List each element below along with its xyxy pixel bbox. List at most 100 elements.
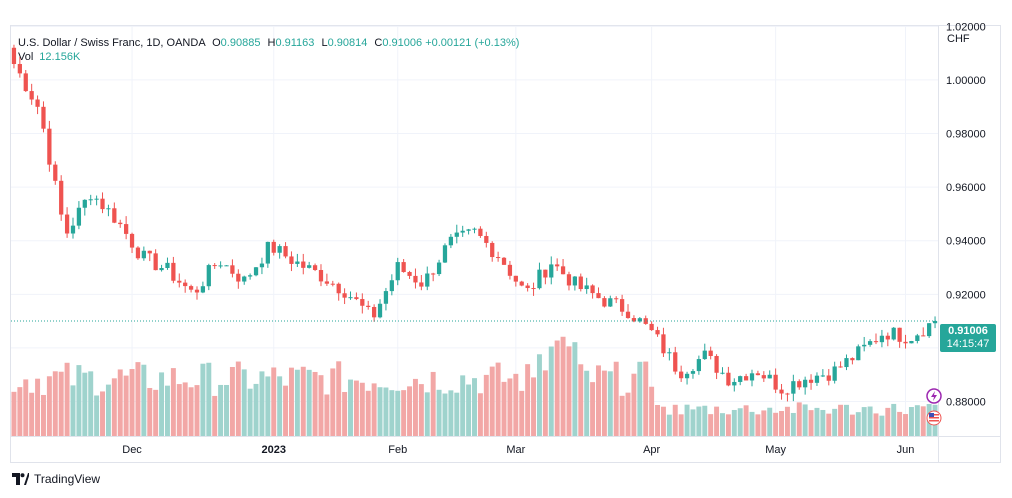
candle [82,199,87,216]
candle-body [631,318,637,322]
candle-body [348,297,353,299]
event-icons[interactable] [926,387,942,431]
us-flag-event-icon[interactable] [926,410,942,426]
candle-body [259,263,265,268]
candle [714,354,719,380]
candle [696,355,701,375]
volume-bar [596,365,601,436]
volume-bar [708,414,714,436]
candle [153,249,158,271]
candle [596,287,601,299]
candle [112,202,117,224]
footer: TradingView [12,472,100,486]
candle [295,253,300,268]
candle [466,228,471,235]
volume-bar [814,407,820,436]
candle-body [218,265,223,267]
volume-bar [206,362,212,436]
candle-body [141,250,146,259]
volume-bar [507,378,513,436]
volume-bar [749,411,755,436]
volume-bar [141,364,147,436]
candle-body [94,198,99,200]
candle [348,291,353,300]
candle-body [779,389,784,394]
volume-bar [601,370,607,436]
candle [171,256,176,284]
volume-bar [100,391,105,436]
candle-body [525,285,530,289]
candle [59,175,64,221]
candle-body [425,273,430,287]
candle-body [177,280,182,283]
candle-body [495,257,501,259]
candle-body [637,318,642,322]
candle [702,343,707,360]
volume-bar [229,366,235,436]
candle-body [625,311,631,319]
candle [35,95,40,115]
candle-body [377,303,383,318]
candle [460,225,465,237]
candle-body [354,297,359,300]
candle-body [767,374,772,379]
candle-body [684,373,690,379]
candle [584,277,589,294]
volume-bar [105,384,111,436]
currency-label: CHF [947,33,970,45]
candle-body [566,274,572,286]
candle [448,233,454,249]
candle [555,258,560,271]
volume-bar [631,373,637,436]
candle-body [295,261,300,264]
candle-body [838,366,843,368]
candle-body [903,341,908,344]
candle [212,263,217,269]
tradingview-brand[interactable]: TradingView [34,472,101,486]
volume-bar [40,394,46,436]
volume-bar [472,378,477,436]
candle-body [248,275,253,277]
candle [566,271,572,291]
volume-bar [395,390,401,436]
candle [454,224,459,244]
candle [749,369,755,387]
candle [330,280,335,287]
candle-body [560,266,566,275]
volume-bar [655,404,661,436]
last-price-tag: 0.91006 14:15:47 [940,324,996,352]
candle-body [761,375,766,379]
candle [395,257,400,286]
candle [856,344,861,361]
volume-bar [590,382,596,436]
high-value: 0.91163 [275,37,315,49]
volume-bar [690,409,696,436]
candle-body [419,282,424,287]
candle [194,286,200,300]
candle [301,253,306,275]
candle [738,375,743,386]
lightning-event-icon[interactable] [926,388,942,404]
volume-bar [76,365,82,436]
candle [307,261,312,269]
open-label: O [212,37,221,49]
volume-bar [182,382,188,436]
candle [342,288,347,305]
candle-body [289,256,294,264]
candle [578,273,583,292]
candle [135,246,141,260]
price-tick-label: 1.02000 [946,21,986,33]
volume-bar [111,378,117,436]
candle-body [147,250,152,254]
volume-bar [377,387,383,436]
grid-lines [11,25,1000,462]
volume-bar [188,387,194,436]
candle [425,266,430,291]
volume-bar [779,411,785,436]
volume-bar [625,392,631,436]
candle-body [655,330,660,335]
time-axis: Dec 2023 Feb Mar Apr May Jun [122,444,914,456]
tradingview-logo-icon[interactable] [12,473,29,485]
volume-bar [826,413,832,436]
